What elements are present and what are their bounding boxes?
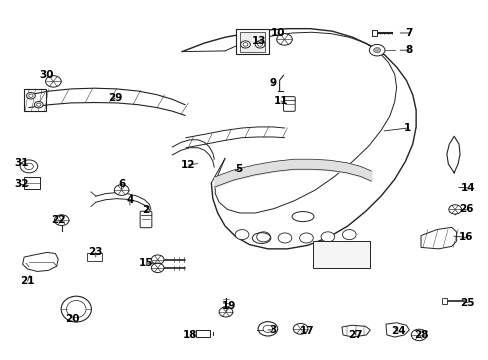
Text: 27: 27 — [347, 330, 362, 340]
Circle shape — [45, 76, 61, 87]
Bar — [371, 30, 376, 36]
Text: 31: 31 — [14, 158, 28, 168]
Circle shape — [151, 255, 163, 264]
Text: 6: 6 — [118, 179, 125, 189]
Text: 9: 9 — [269, 78, 276, 88]
Text: 24: 24 — [390, 326, 405, 336]
Circle shape — [293, 323, 307, 334]
Ellipse shape — [61, 296, 91, 322]
Polygon shape — [22, 252, 58, 271]
Text: 7: 7 — [405, 28, 412, 38]
Circle shape — [299, 233, 313, 243]
Text: 17: 17 — [299, 326, 314, 336]
Polygon shape — [385, 323, 408, 337]
Text: 11: 11 — [273, 96, 288, 106]
Text: 23: 23 — [88, 247, 103, 257]
Bar — [24, 177, 40, 189]
Polygon shape — [341, 325, 369, 337]
Circle shape — [26, 93, 35, 99]
Circle shape — [448, 205, 461, 214]
Circle shape — [373, 48, 380, 53]
Circle shape — [276, 34, 292, 45]
Text: 20: 20 — [65, 314, 80, 324]
Circle shape — [368, 44, 384, 56]
Text: 1: 1 — [404, 123, 410, 133]
Bar — [441, 298, 446, 304]
Text: 19: 19 — [221, 301, 236, 311]
Text: 13: 13 — [251, 36, 266, 46]
Circle shape — [235, 230, 248, 240]
Circle shape — [255, 41, 264, 48]
Circle shape — [114, 185, 129, 195]
Text: 12: 12 — [181, 160, 195, 170]
Text: 18: 18 — [182, 330, 197, 340]
Circle shape — [54, 215, 69, 226]
Circle shape — [240, 41, 250, 48]
Text: 15: 15 — [139, 258, 153, 268]
Text: 30: 30 — [40, 70, 54, 80]
Text: 16: 16 — [458, 232, 473, 242]
Circle shape — [321, 232, 334, 242]
Bar — [24, 89, 46, 111]
Bar — [195, 330, 210, 337]
Polygon shape — [182, 29, 415, 249]
Circle shape — [278, 233, 291, 243]
Bar — [235, 29, 268, 54]
Circle shape — [256, 232, 270, 242]
Circle shape — [20, 160, 38, 173]
Text: 29: 29 — [108, 93, 122, 103]
Text: 2: 2 — [142, 206, 149, 216]
Text: 25: 25 — [460, 298, 474, 308]
FancyBboxPatch shape — [140, 211, 152, 228]
Text: 22: 22 — [51, 215, 65, 225]
Text: 21: 21 — [20, 276, 35, 286]
Bar — [312, 241, 369, 268]
Circle shape — [342, 230, 355, 240]
Text: 4: 4 — [126, 195, 133, 205]
Text: 3: 3 — [268, 325, 276, 335]
Bar — [87, 253, 102, 261]
Text: 28: 28 — [413, 330, 427, 340]
Text: 8: 8 — [405, 45, 412, 55]
Bar — [239, 32, 264, 51]
Text: 5: 5 — [235, 164, 242, 174]
Circle shape — [151, 263, 163, 273]
Ellipse shape — [291, 212, 313, 222]
Circle shape — [410, 329, 426, 341]
Circle shape — [34, 102, 43, 108]
Text: 10: 10 — [270, 28, 285, 38]
Text: 26: 26 — [458, 204, 473, 215]
Polygon shape — [420, 227, 456, 249]
Circle shape — [219, 307, 232, 317]
Text: 14: 14 — [460, 183, 474, 193]
FancyBboxPatch shape — [283, 96, 295, 111]
Text: 32: 32 — [14, 179, 28, 189]
